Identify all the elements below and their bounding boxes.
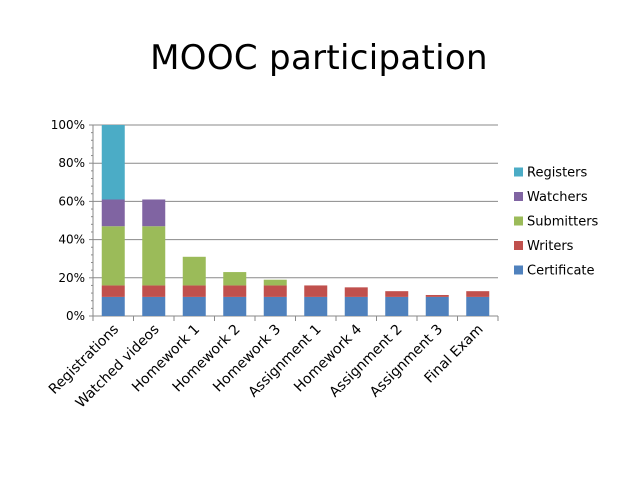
bar-segment-certificate [223, 296, 247, 316]
bar-segment-writers [223, 285, 247, 297]
bars [101, 125, 490, 316]
bar-segment-certificate [101, 296, 125, 316]
y-tick-label: 100% [51, 118, 85, 132]
legend-swatch [514, 192, 523, 201]
bar-segment-certificate [263, 296, 287, 316]
bar-segment-writers [466, 291, 490, 297]
legend: Registers Watchers Submitters Writers Certif… [514, 166, 599, 279]
x-category-label: Assignment 1 [246, 322, 325, 401]
x-category-label: Assignment 3 [367, 322, 446, 401]
bar-segment-writers [385, 291, 409, 297]
y-tick-label: 20% [58, 271, 85, 285]
legend-swatch [514, 216, 523, 226]
bar-segment-certificate [182, 296, 206, 316]
bar-segment-writers [263, 285, 287, 297]
bar-segment-certificate [142, 296, 166, 316]
y-tick-label: 80% [58, 156, 85, 170]
legend-label: Certificate [527, 264, 595, 279]
bar-segment-watchers [101, 199, 125, 227]
x-category-label: Registrations [46, 322, 122, 398]
bar-segment-certificate [344, 296, 368, 316]
bar-segment-watchers [142, 199, 166, 227]
bar-segment-certificate [425, 296, 449, 316]
y-tick-label: 0% [66, 309, 85, 323]
bar-segment-submitters [263, 279, 287, 286]
x-category-label: Assignment 2 [327, 322, 406, 401]
chart-title: MOOC participation [150, 38, 488, 78]
bar-segment-submitters [142, 226, 166, 286]
bar-segment-writers [304, 285, 328, 297]
legend-label: Watchers [527, 190, 588, 205]
legend-label: Registers [527, 166, 588, 181]
bar-segment-certificate [304, 296, 328, 316]
legend-swatch [514, 167, 523, 177]
y-tick-label: 40% [58, 233, 85, 247]
y-tick-label: 60% [58, 194, 85, 208]
bar-segment-registers [101, 125, 125, 200]
legend-label: Writers [527, 239, 574, 254]
bar-segment-writers [182, 285, 206, 297]
legend-label: Submitters [527, 215, 599, 230]
bar-segment-submitters [182, 256, 206, 286]
bar-segment-certificate [466, 296, 490, 316]
bar-segment-submitters [101, 226, 125, 286]
legend-swatch [514, 265, 523, 275]
legend-swatch [514, 241, 523, 250]
bar-segment-writers [425, 294, 449, 297]
bar-segment-writers [142, 285, 166, 297]
bar-segment-writers [344, 287, 368, 297]
bar-segment-writers [101, 285, 125, 297]
bar-segment-certificate [385, 296, 409, 316]
bar-segment-submitters [223, 272, 247, 286]
